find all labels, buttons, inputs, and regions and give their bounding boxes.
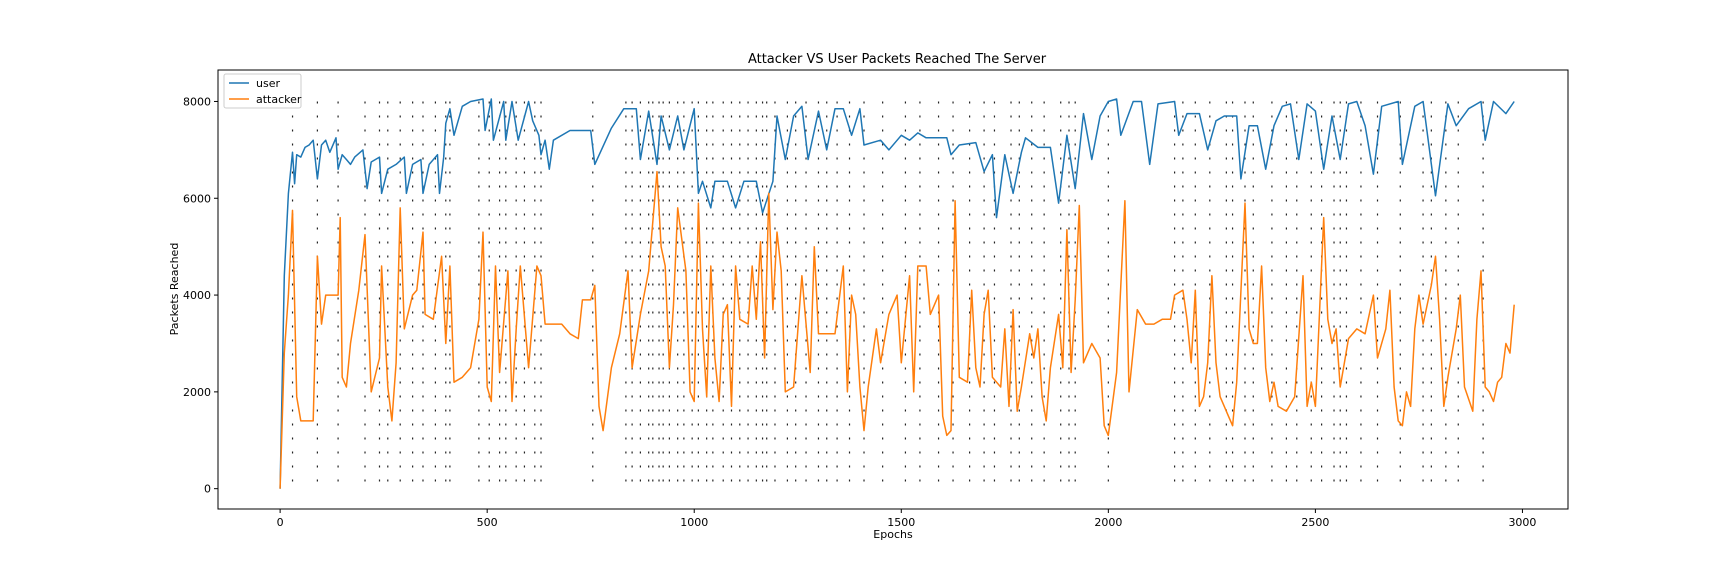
axes-frame xyxy=(217,69,1569,510)
x-tick-label: 0 xyxy=(277,516,284,529)
event-vlines xyxy=(291,101,1484,489)
x-axis: 0 500 1000 1500 2000 2500 3000 xyxy=(277,509,1536,529)
x-tick-label: 1000 xyxy=(680,516,708,529)
y-axis: 0 2000 4000 6000 8000 xyxy=(183,95,218,496)
legend: user attacker xyxy=(223,73,302,109)
x-tick-label: 3000 xyxy=(1508,516,1536,529)
series-layer xyxy=(279,98,1515,489)
x-tick-label: 2500 xyxy=(1301,516,1329,529)
y-tick-label: 4000 xyxy=(183,289,211,302)
y-tick-label: 2000 xyxy=(183,386,211,399)
x-axis-label: Epochs xyxy=(873,528,913,541)
y-axis-label: Packets Reached xyxy=(168,243,181,336)
plot-area xyxy=(217,69,1569,510)
series-line-user xyxy=(279,98,1515,489)
y-tick-label: 6000 xyxy=(183,192,211,205)
legend-label-attacker: attacker xyxy=(256,93,302,106)
series-line-attacker xyxy=(279,170,1515,489)
chart-title: Attacker VS User Packets Reached The Ser… xyxy=(748,52,1047,67)
axes-background xyxy=(218,70,1568,509)
x-tick-label: 1500 xyxy=(887,516,915,529)
y-tick-label: 8000 xyxy=(183,95,211,108)
x-tick-label: 2000 xyxy=(1094,516,1122,529)
x-tick-label: 500 xyxy=(477,516,498,529)
y-tick-label: 0 xyxy=(204,483,211,496)
legend-label-user: user xyxy=(256,77,280,90)
